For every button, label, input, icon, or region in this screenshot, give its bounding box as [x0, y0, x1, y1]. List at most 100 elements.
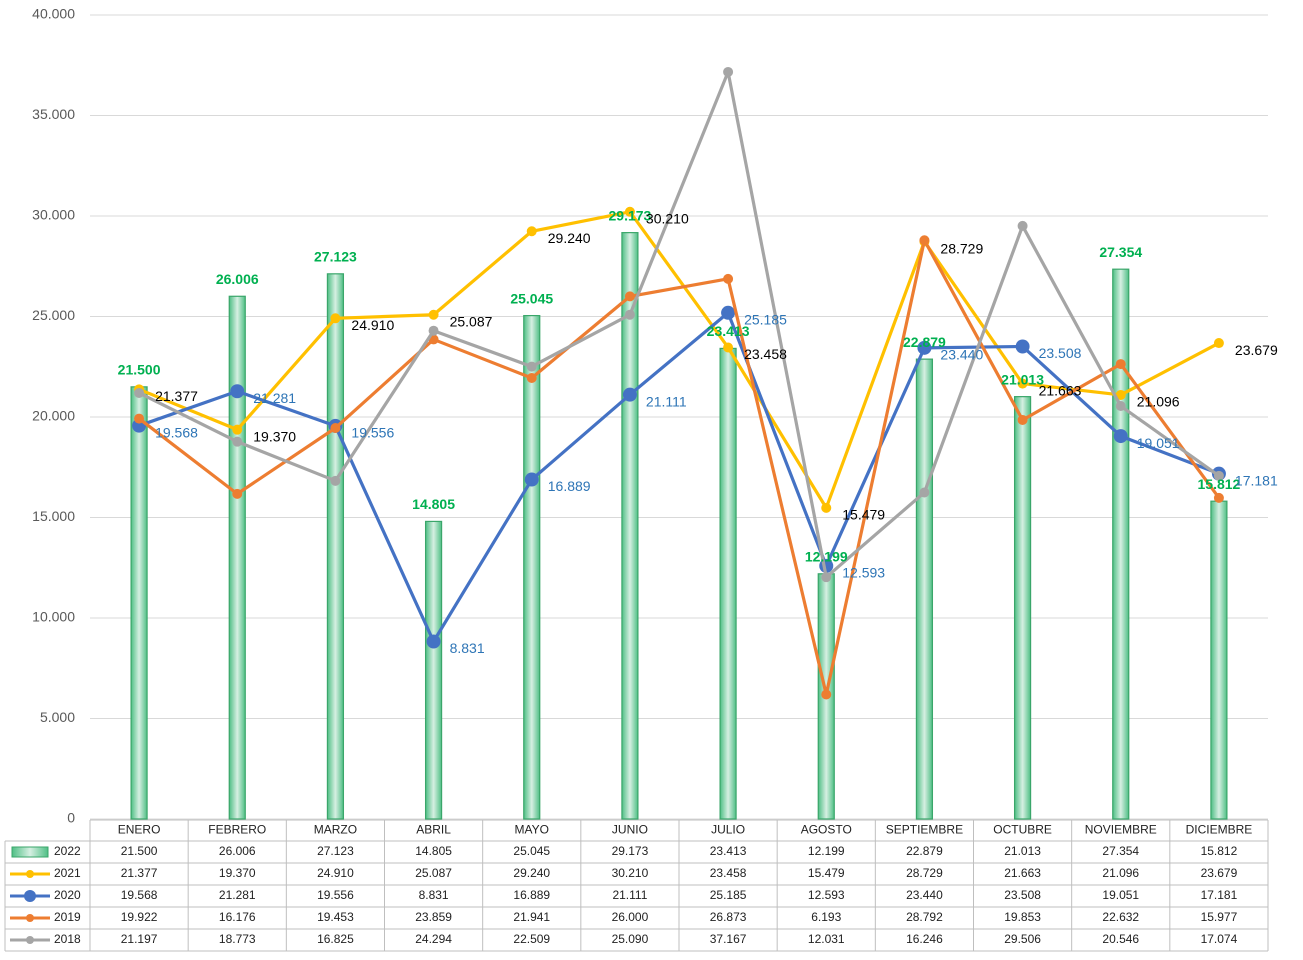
bar	[1210, 500, 1228, 820]
marker	[232, 488, 243, 499]
table-cell: 14.805	[415, 844, 452, 858]
table-cell: 16.825	[317, 932, 354, 946]
marker	[821, 502, 832, 513]
x-tick-label: DICIEMBRE	[1186, 823, 1253, 837]
table-cell: 25.087	[415, 866, 452, 880]
table-cell: 6.193	[811, 910, 841, 924]
x-tick-label: MAYO	[515, 823, 549, 837]
x-tick-label: AGOSTO	[801, 823, 852, 837]
marker	[428, 325, 439, 336]
table-cell: 15.812	[1201, 844, 1238, 858]
x-tick-label: JUNIO	[612, 823, 648, 837]
table-cell: 21.377	[121, 866, 158, 880]
marker	[821, 572, 832, 583]
data-label: 17.181	[1235, 472, 1278, 488]
table-cell: 25.090	[612, 932, 649, 946]
data-label: 21.111	[646, 393, 687, 409]
marker	[330, 475, 341, 486]
legend-label: 2021	[54, 866, 81, 880]
data-label: 15.479	[842, 507, 885, 523]
marker	[1113, 429, 1128, 444]
table-cell: 25.185	[710, 888, 747, 902]
bars	[130, 232, 1228, 820]
marker	[624, 309, 635, 320]
table-cell: 17.074	[1201, 932, 1238, 946]
data-label: 19.051	[1137, 435, 1180, 451]
marker	[917, 340, 932, 355]
marker	[232, 424, 243, 435]
table-cell: 23.859	[415, 910, 452, 924]
x-tick-label: SEPTIEMBRE	[886, 823, 963, 837]
line	[138, 311, 1220, 644]
marker	[1213, 470, 1224, 481]
data-label: 22.879	[903, 334, 946, 350]
line	[138, 238, 1221, 697]
legend-label: 2019	[54, 910, 81, 924]
data-label: 21.500	[118, 362, 161, 378]
marker	[524, 472, 539, 487]
table-cell: 19.853	[1004, 910, 1041, 924]
bar	[424, 520, 443, 820]
table-cell: 24.910	[317, 866, 354, 880]
y-tick-label: 35.000	[32, 106, 75, 122]
data-label: 21.096	[1137, 394, 1180, 410]
x-tick-label: ABRIL	[416, 823, 451, 837]
table-cell: 21.500	[121, 844, 158, 858]
bar	[523, 314, 541, 820]
marker	[428, 309, 439, 320]
data-label: 15.812	[1198, 476, 1241, 492]
table-cell: 18.773	[219, 932, 256, 946]
data-label: 30.210	[646, 210, 689, 226]
table-cell: 23.440	[906, 888, 943, 902]
y-tick-label: 0	[67, 810, 75, 826]
bar	[1013, 396, 1032, 820]
marker	[526, 361, 537, 372]
table-cell: 23.458	[710, 866, 747, 880]
table-cell: 28.792	[906, 910, 943, 924]
table-cell: 12.031	[808, 932, 845, 946]
table-cell: 28.729	[906, 866, 943, 880]
marker	[723, 273, 734, 284]
marker	[330, 422, 341, 433]
table-cell: 21.941	[513, 910, 550, 924]
legend-swatch	[11, 846, 49, 858]
data-label: 21.377	[155, 388, 198, 404]
table-cell: 29.240	[513, 866, 550, 880]
marker	[526, 226, 537, 237]
marker	[330, 313, 341, 324]
table-cell: 15.977	[1201, 910, 1238, 924]
table-cell: 21.013	[1004, 844, 1041, 858]
marker	[134, 413, 145, 424]
marker	[526, 372, 537, 383]
table-cell: 21.197	[121, 932, 158, 946]
marker	[426, 634, 441, 649]
data-label: 27.354	[1099, 244, 1142, 260]
lines	[132, 66, 1226, 700]
legend-swatch	[26, 914, 34, 922]
data-label: 12.199	[805, 549, 848, 565]
data-label: 23.413	[707, 323, 750, 339]
data-label: 16.889	[548, 478, 591, 494]
marker	[723, 66, 734, 77]
bar	[130, 386, 148, 820]
table-cell: 19.568	[121, 888, 158, 902]
data-label: 23.458	[744, 346, 787, 362]
table-cell: 12.199	[808, 844, 845, 858]
marker	[1213, 338, 1224, 349]
table-cell: 37.167	[710, 932, 747, 946]
marker	[919, 235, 930, 246]
marker	[1115, 401, 1126, 412]
legend-swatch	[26, 936, 34, 944]
table-cell: 19.453	[317, 910, 354, 924]
data-label: 14.805	[412, 496, 455, 512]
table-cell: 25.045	[513, 844, 550, 858]
table-cell: 19.922	[121, 910, 158, 924]
data-label: 23.508	[1039, 345, 1082, 361]
table-cell: 12.593	[808, 888, 845, 902]
data-label: 19.370	[253, 428, 296, 444]
table-cell: 26.006	[219, 844, 256, 858]
table-cell: 21.281	[219, 888, 256, 902]
marker	[232, 436, 243, 447]
table-cell: 21.096	[1102, 866, 1139, 880]
